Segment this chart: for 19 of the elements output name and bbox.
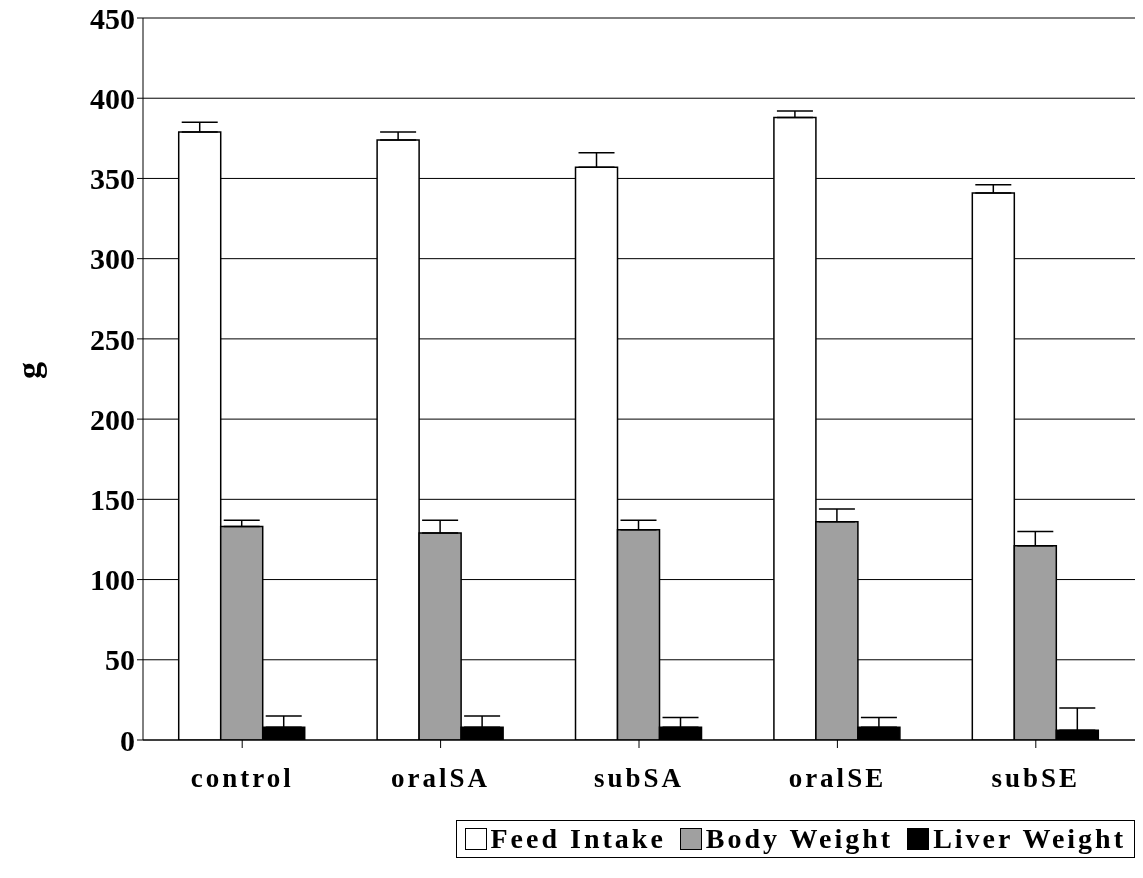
y-tick-label: 100 [90, 563, 135, 597]
legend-label: Liver Weight [932, 823, 1126, 855]
x-tick-label: subSE [991, 763, 1081, 794]
y-tick-label: 50 [105, 643, 135, 677]
y-tick-label: 450 [90, 1, 135, 35]
y-axis-title: g [10, 362, 48, 379]
legend-label: Feed Intake [489, 823, 666, 855]
y-tick-label: 0 [120, 723, 135, 757]
y-tick-label: 350 [90, 162, 135, 196]
y-tick-label: 400 [90, 81, 135, 115]
x-tick-label: control [190, 763, 294, 794]
x-tick-label: oralSA [391, 763, 491, 794]
legend-label: Body Weight [704, 823, 894, 855]
y-tick-label: 300 [90, 242, 135, 276]
y-tick-label: 150 [90, 482, 135, 516]
x-tick-label: subSA [593, 763, 685, 794]
x-tick-label: oralSE [788, 763, 887, 794]
y-tick-label: 250 [90, 322, 135, 356]
y-tick-label: 200 [90, 402, 135, 436]
